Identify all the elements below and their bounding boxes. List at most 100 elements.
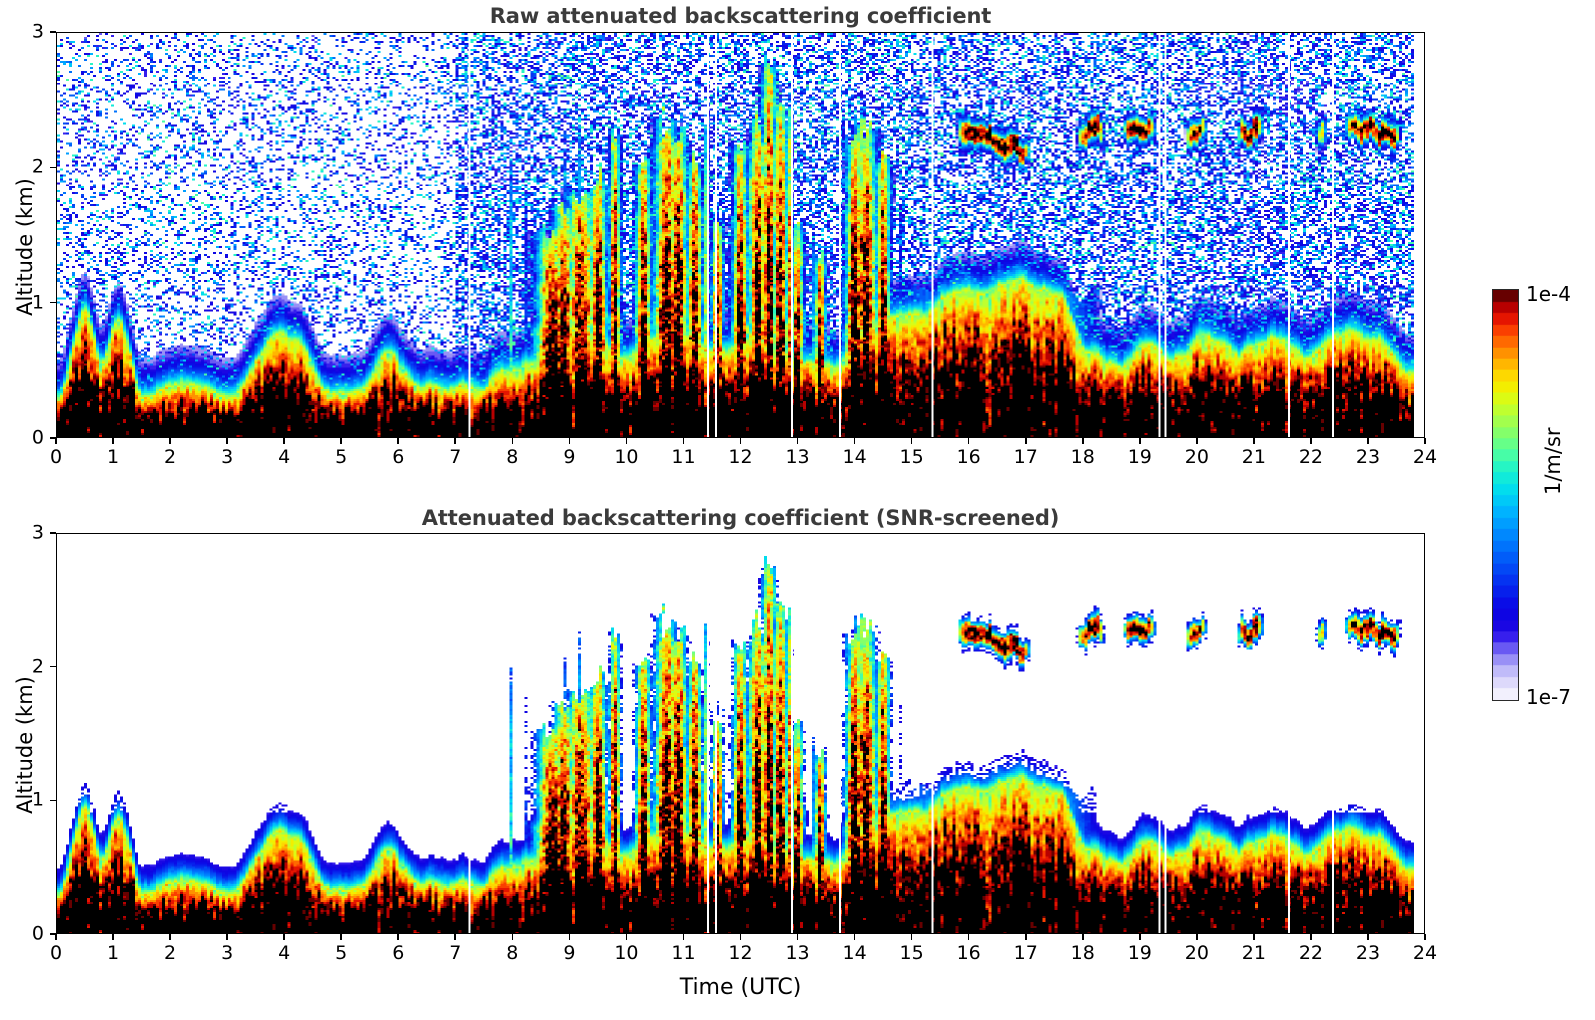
y-tick-mark (50, 166, 56, 169)
y-tick-mark (50, 933, 56, 935)
x-tick-mark (568, 438, 571, 444)
heatmap-panel-raw (56, 32, 1425, 438)
x-tick-mark (682, 934, 685, 940)
x-tick-mark (1424, 438, 1426, 444)
y-tick-mark (50, 301, 56, 304)
x-tick-label: 8 (506, 446, 519, 468)
x-tick-mark (1024, 438, 1027, 444)
x-tick-mark (226, 934, 228, 940)
x-tick-label: 12 (728, 446, 753, 468)
x-tick-mark (1367, 438, 1369, 444)
x-tick-mark (454, 438, 457, 444)
x-tick-label: 24 (1412, 446, 1438, 468)
y-tick-label: 0 (31, 426, 44, 449)
x-tick-label: 10 (614, 446, 639, 468)
x-tick-label: 10 (614, 942, 639, 964)
y-tick-mark (50, 437, 56, 439)
x-tick-label: 16 (956, 446, 981, 468)
x-tick-label: 12 (728, 942, 753, 964)
x-tick-mark (1310, 934, 1312, 940)
heatmap-panel-screened (56, 533, 1425, 934)
x-tick-label: 9 (563, 942, 576, 964)
x-tick-mark (511, 438, 514, 444)
x-tick-label: 3 (221, 446, 234, 468)
x-tick-mark (910, 934, 913, 940)
x-tick-mark (1024, 934, 1027, 940)
panel-title-raw: Raw attenuated backscattering coefficien… (489, 4, 992, 28)
x-tick-mark (625, 438, 628, 444)
y-tick-mark (50, 665, 56, 668)
x-tick-mark (796, 934, 799, 940)
heatmap-canvas-screened (57, 534, 1424, 933)
x-tick-mark (739, 934, 742, 940)
x-tick-label: 13 (785, 446, 810, 468)
x-tick-mark (1196, 934, 1198, 940)
y-tick-mark (50, 532, 56, 534)
colorbar-unit-label: 1/m/sr (1541, 427, 1565, 495)
x-tick-mark (112, 934, 114, 940)
colorbar-min-label: 1e-7 (1526, 685, 1571, 709)
x-tick-label: 16 (956, 942, 981, 964)
x-tick-mark (1253, 438, 1255, 444)
heatmap-canvas-raw (57, 33, 1424, 437)
x-tick-label: 7 (449, 942, 462, 964)
x-tick-mark (853, 934, 856, 940)
x-tick-mark (1138, 934, 1141, 940)
x-tick-label: 5 (335, 446, 348, 468)
x-tick-label: 15 (899, 446, 924, 468)
x-tick-mark (1081, 934, 1084, 940)
x-tick-label: 20 (1184, 446, 1209, 468)
x-tick-label: 7 (449, 446, 462, 468)
x-tick-mark (511, 934, 514, 940)
x-tick-mark (397, 934, 400, 940)
x-tick-label: 18 (1070, 942, 1095, 964)
x-tick-label: 3 (221, 942, 234, 964)
x-tick-label: 4 (278, 446, 291, 468)
x-tick-mark (226, 438, 228, 444)
x-tick-label: 8 (506, 942, 519, 964)
colorbar-max-label: 1e-4 (1526, 282, 1571, 306)
x-tick-label: 17 (1013, 446, 1038, 468)
x-tick-mark (55, 438, 57, 444)
x-tick-label: 6 (392, 942, 405, 964)
x-tick-mark (55, 934, 57, 940)
y-tick-label: 3 (31, 20, 44, 43)
x-tick-mark (1424, 934, 1426, 940)
y-tick-label: 0 (31, 922, 44, 945)
x-tick-label: 6 (392, 446, 405, 468)
x-tick-mark (967, 438, 970, 444)
x-tick-label: 11 (671, 942, 696, 964)
y-tick-mark (50, 799, 56, 802)
x-tick-mark (739, 438, 742, 444)
x-tick-label: 15 (899, 942, 924, 964)
x-tick-label: 4 (278, 942, 291, 964)
x-tick-mark (397, 438, 400, 444)
x-tick-label: 13 (785, 942, 810, 964)
x-tick-label: 2 (164, 942, 177, 964)
x-tick-label: 23 (1355, 446, 1381, 468)
x-tick-label: 0 (49, 446, 63, 468)
x-tick-label: 9 (563, 446, 576, 468)
colorbar-canvas (1493, 290, 1518, 700)
x-tick-label: 1 (106, 942, 120, 964)
x-tick-label: 22 (1298, 446, 1323, 468)
x-tick-label: 23 (1355, 942, 1381, 964)
x-tick-mark (1253, 934, 1255, 940)
x-tick-mark (1138, 438, 1141, 444)
x-tick-mark (454, 934, 457, 940)
colorbar: 1e-4 1e-7 (1492, 282, 1571, 709)
x-tick-label: 0 (49, 942, 63, 964)
x-tick-label: 19 (1127, 942, 1152, 964)
x-tick-mark (340, 934, 342, 940)
x-tick-mark (796, 438, 799, 444)
x-tick-mark (625, 934, 628, 940)
x-tick-mark (1081, 438, 1084, 444)
y-tick-label: 2 (31, 655, 44, 678)
panel-title-screened: Attenuated backscattering coefficient (S… (421, 506, 1060, 530)
x-tick-label: 11 (671, 446, 696, 468)
x-tick-mark (682, 438, 685, 444)
x-tick-mark (910, 438, 913, 444)
x-tick-label: 14 (842, 446, 867, 468)
x-tick-mark (283, 438, 285, 444)
